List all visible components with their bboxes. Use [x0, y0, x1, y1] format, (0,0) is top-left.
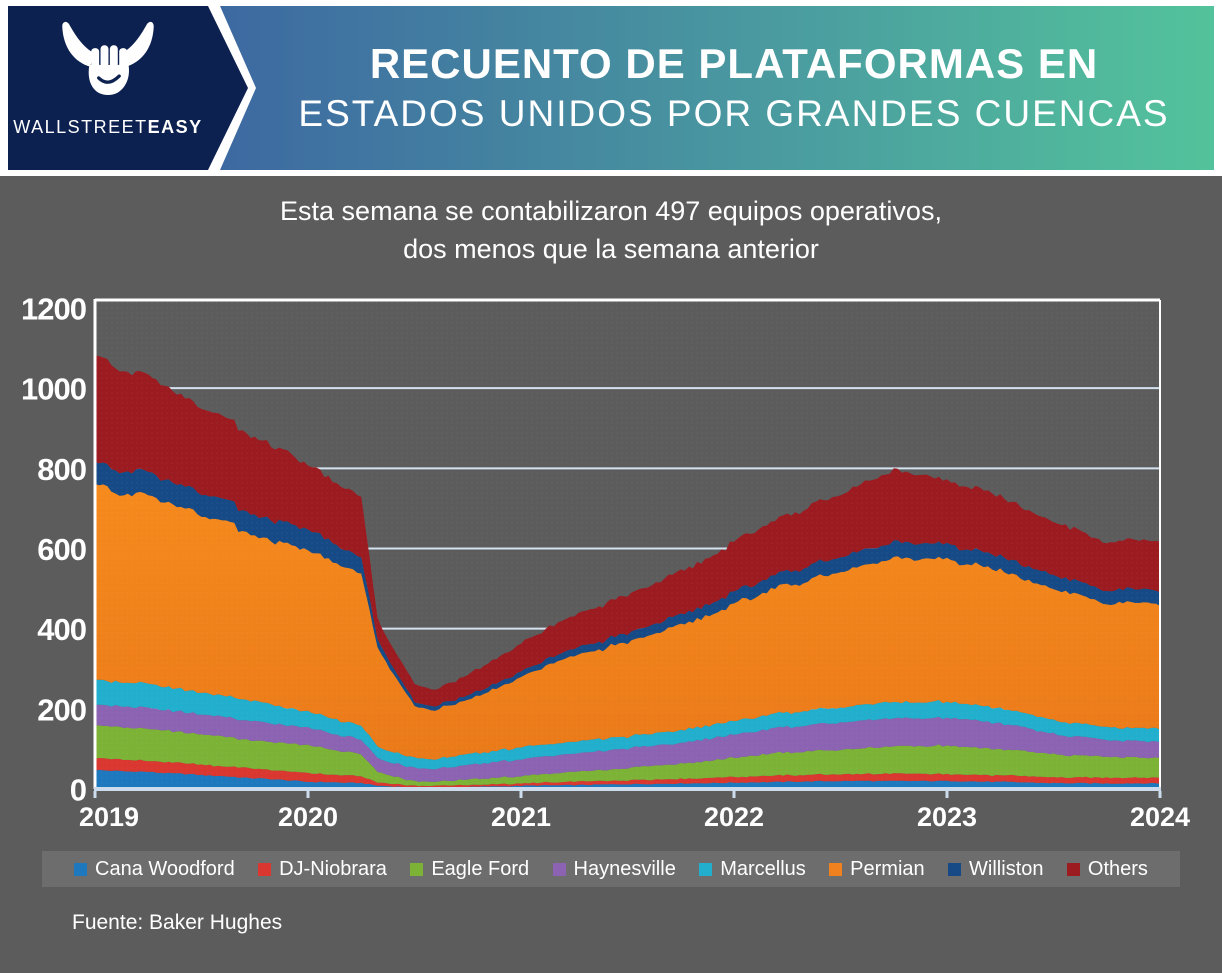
legend-swatch-haynesville [552, 862, 566, 876]
legend-item-eagle-ford: Eagle Ford [410, 858, 529, 881]
legend-swatch-dj-niobrara [258, 862, 272, 876]
legend-item-cana-woodford: Cana Woodford [74, 858, 235, 881]
y-tick-label-800: 800 [37, 452, 86, 487]
y-tick-label-400: 400 [37, 612, 86, 647]
legend-label-others: Others [1087, 857, 1148, 880]
legend-item-others: Others [1066, 857, 1148, 881]
texture-overlay [95, 300, 1160, 789]
legend-swatch-cana-woodford [74, 862, 87, 876]
title-panel: RECUENTO DE PLATAFORMAS EN ESTADOS UNIDO… [220, 6, 1214, 170]
main-title-line1: RECUENTO DE PLATAFORMAS EN [369, 40, 1099, 87]
chart-subtitle: Esta semana se contabilizaron 497 equipo… [0, 192, 1222, 268]
brand-name-light: WALLSTREET [13, 117, 148, 137]
brand-name: WALLSTREETEASY [8, 117, 208, 138]
legend-swatch-eagle-ford [410, 862, 424, 876]
x-tick-label-2019: 2019 [79, 802, 139, 832]
legend-label-haynesville: Haynesville [573, 857, 676, 880]
legend-item-permian: Permian [829, 857, 925, 881]
y-tick-label-1000: 1000 [21, 372, 86, 407]
legend-item-marcellus: Marcellus [699, 858, 806, 881]
legend-swatch-williston [948, 862, 962, 876]
brand-panel: WALLSTREETEASY [8, 6, 248, 170]
x-tick-label-2020: 2020 [278, 802, 338, 832]
legend-swatch-marcellus [699, 862, 713, 876]
legend-item-haynesville: Haynesville [552, 857, 676, 881]
stacked-area-chart: 0 200 400 600 800 1000 1200 2019 2020 2021 2022 202… [21, 292, 1190, 832]
subtitle-line2: dos menos que la semana anterior [403, 234, 819, 264]
x-tick-label-2021: 2021 [491, 802, 551, 832]
subtitle-line1: Esta semana se contabilizaron 497 equipo… [280, 196, 942, 226]
legend-label-marcellus: Marcellus [720, 857, 806, 880]
x-tick-label-2023: 2023 [917, 802, 977, 832]
y-tick-label-1200: 1200 [21, 292, 86, 327]
brand-name-bold: EASY [147, 117, 203, 137]
y-tick-label-0: 0 [70, 773, 86, 808]
header-banner: WALLSTREETEASY RECUENTO DE PLATAFORMAS E… [0, 0, 1222, 176]
legend-item-williston: Williston [948, 857, 1044, 881]
x-tick-label-2024: 2024 [1130, 802, 1190, 832]
legend-label-williston: Williston [969, 857, 1044, 880]
legend-label-eagle-ford: Eagle Ford [431, 857, 530, 880]
legend-swatch-permian [829, 862, 843, 876]
legend-item-dj-niobrara: DJ-Niobrara [258, 858, 387, 881]
legend-label-cana-woodford: Cana Woodford [95, 857, 235, 880]
x-tick-label-2022: 2022 [704, 802, 764, 832]
legend-swatch-others [1066, 862, 1080, 876]
chart-section: Esta semana se contabilizaron 497 equipo… [0, 176, 1222, 973]
y-tick-label-600: 600 [37, 532, 86, 567]
source-credit: Fuente: Baker Hughes [72, 911, 283, 934]
legend-label-dj-niobrara: DJ-Niobrara [279, 857, 387, 880]
brand-logo: WALLSTREETEASY [8, 16, 208, 138]
legend-label-permian: Permian [850, 857, 925, 880]
main-title-line2: ESTADOS UNIDOS POR GRANDES CUENCAS [298, 93, 1170, 134]
chart-legend: Cana Woodford DJ-Niobrara Eagle Ford Haynes… [42, 851, 1180, 887]
y-tick-label-200: 200 [37, 692, 86, 727]
bull-fist-icon [62, 21, 154, 95]
